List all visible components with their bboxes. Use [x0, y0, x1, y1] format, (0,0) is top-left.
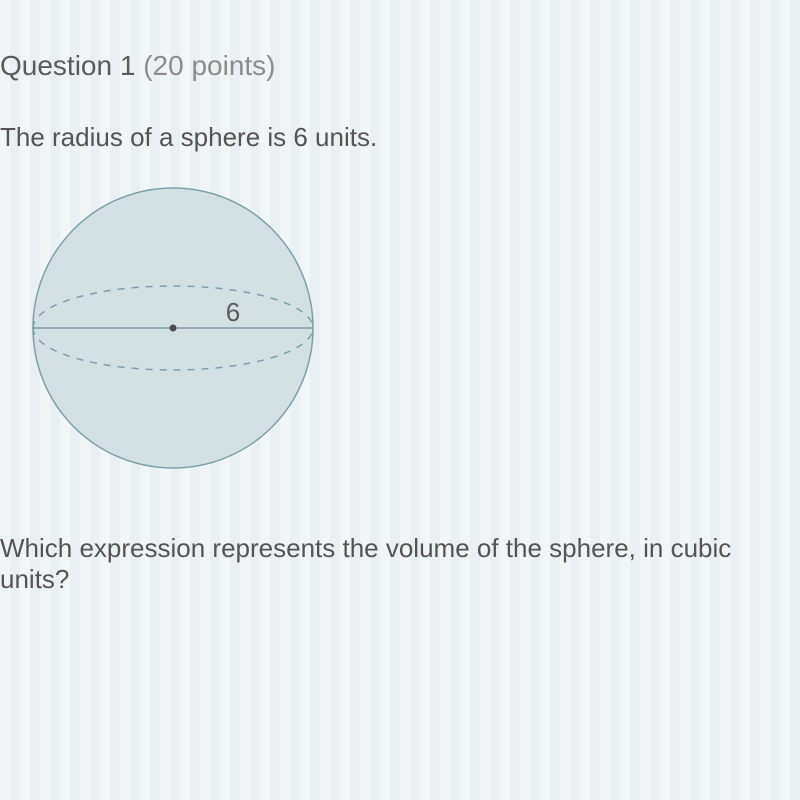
question-prompt: The radius of a sphere is 6 units.	[0, 122, 800, 153]
question-points: (20 points)	[143, 50, 275, 81]
center-dot	[170, 325, 177, 332]
radius-label: 6	[226, 297, 240, 327]
question-number: Question 1	[0, 50, 135, 81]
question-heading: Question 1 (20 points)	[0, 50, 800, 82]
sphere-figure: 6	[28, 183, 318, 473]
question-final-prompt: Which expression represents the volume o…	[0, 533, 800, 595]
sphere-svg: 6	[28, 183, 318, 473]
